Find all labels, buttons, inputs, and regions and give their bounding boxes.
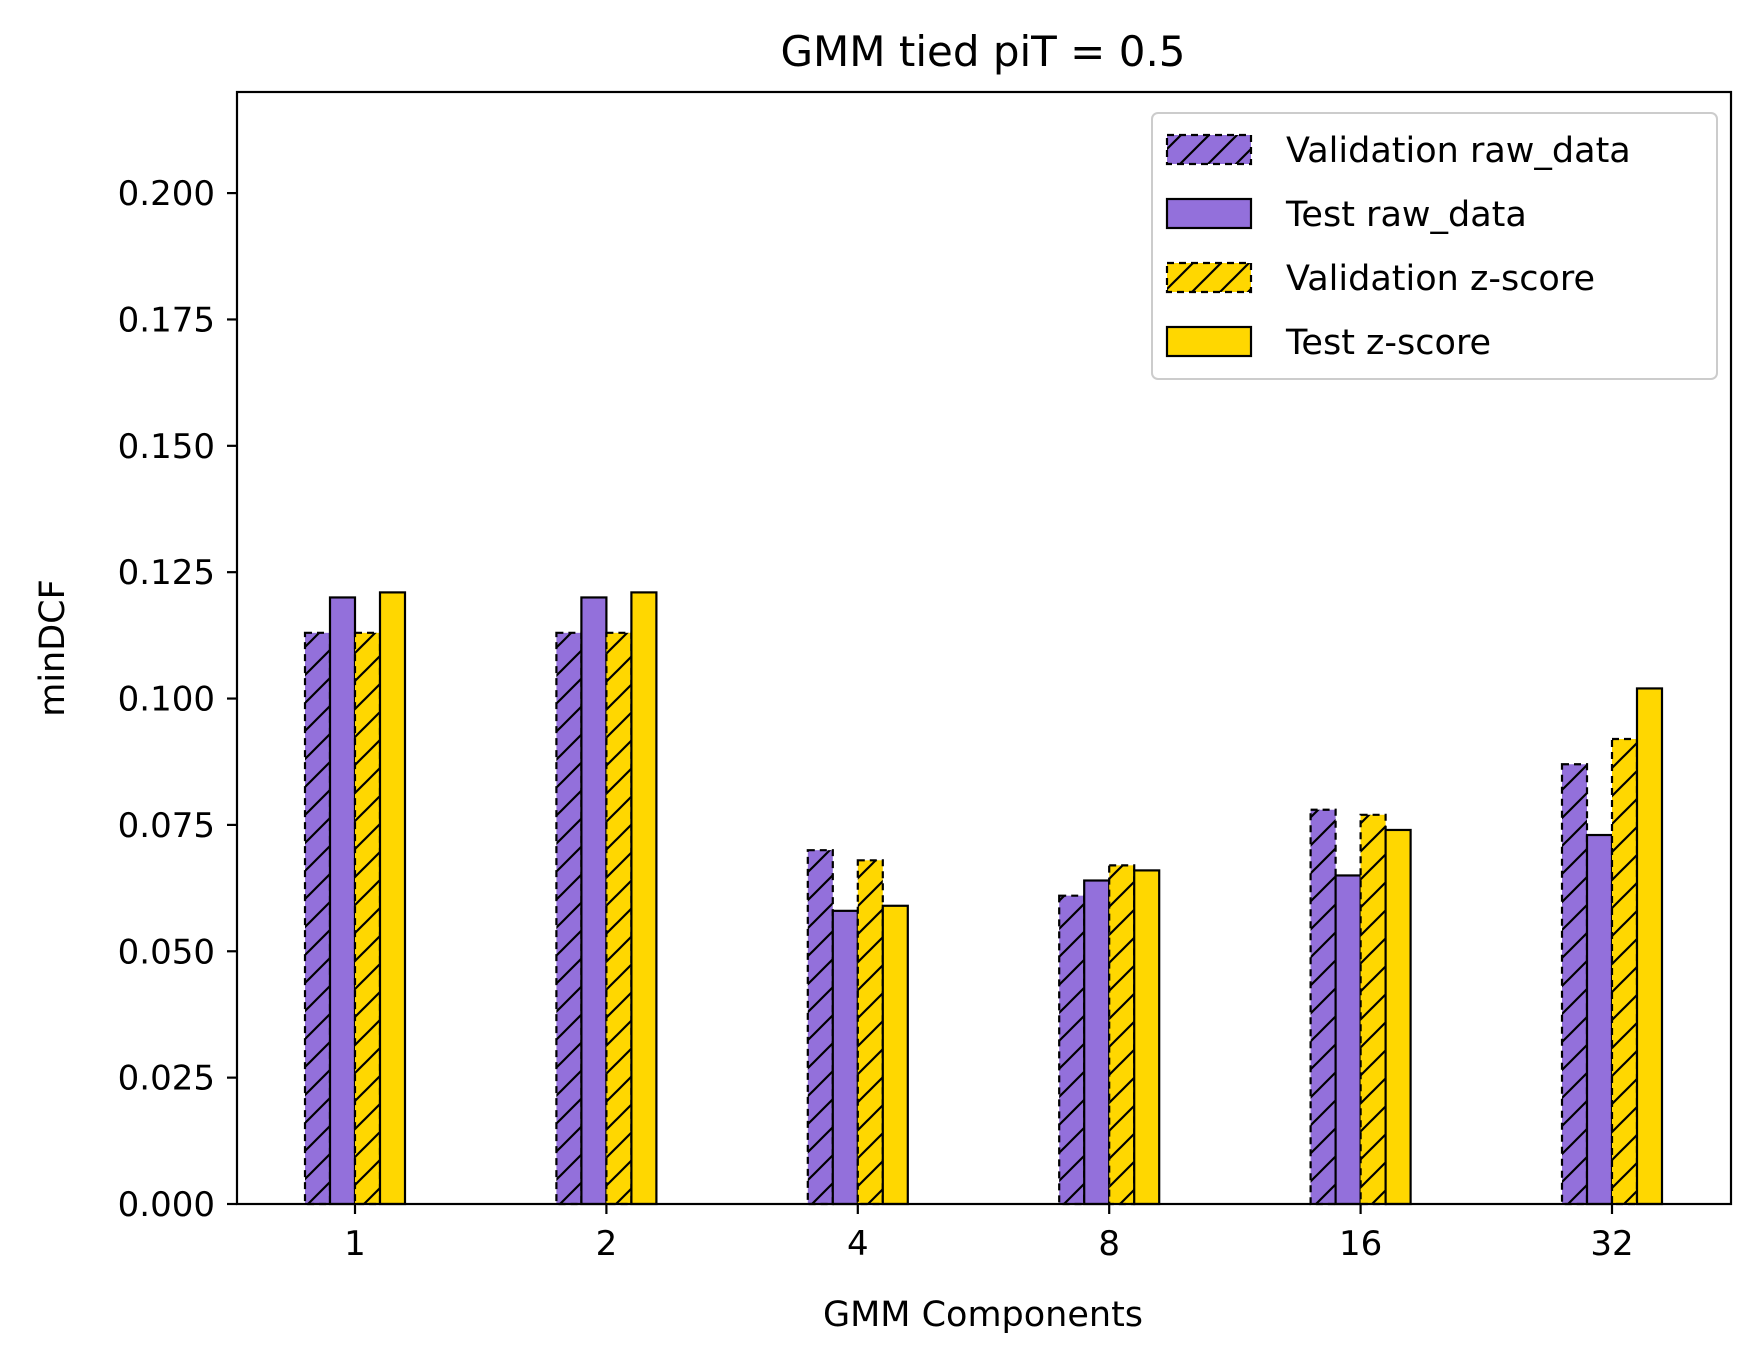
bar-test-z-score-8 <box>1134 870 1160 1204</box>
legend-swatch-1 <box>1167 199 1251 228</box>
y-axis: 0.000 0.025 0.050 0.075 0.100 0.125 0.150 0.175… <box>118 174 237 1225</box>
legend-box <box>1151 112 1718 380</box>
bar-test-z-score-16 <box>1385 829 1411 1204</box>
bar-outline-0-8 <box>1058 894 1086 1206</box>
y-tick-label: 0.200 <box>118 174 215 214</box>
bar-test-raw-data-32 <box>1587 835 1612 1204</box>
x-tick-label: 4 <box>847 1224 869 1264</box>
y-tick-label: 0.175 <box>118 300 215 340</box>
x-axis-label: GMM Components <box>823 1295 1143 1335</box>
bar-test-z-score-2 <box>631 592 657 1204</box>
legend-swatch-hatch-2 <box>1167 263 1251 292</box>
legend: Validation raw_data Test raw_data Validati… <box>1151 112 1718 380</box>
legend-swatch-hatch-0 <box>1167 135 1251 164</box>
bar-hatch-2-16 <box>1360 814 1386 1204</box>
x-axis: 1 2 4 8 16 32 <box>344 1204 1634 1264</box>
legend-swatch-3 <box>1167 327 1251 356</box>
x-tick-label: 2 <box>596 1224 618 1264</box>
y-tick-label: 0.125 <box>118 553 215 593</box>
legend-swatch-outline-3 <box>1165 325 1253 358</box>
y-tick-label: 0.100 <box>118 680 215 720</box>
bar-hatch-0-1 <box>305 632 330 1204</box>
x-tick-label: 16 <box>1339 1224 1382 1264</box>
bar-hatch-0-8 <box>1059 895 1085 1204</box>
y-tick-label: 0.025 <box>118 1059 215 1099</box>
bar-hatch-2-1 <box>355 632 380 1204</box>
bar-hatch-0-4 <box>807 850 833 1204</box>
bar-outline-0-2 <box>555 631 583 1206</box>
bar-hatch-2-32 <box>1612 738 1637 1204</box>
bar-test-raw-data-4 <box>832 910 858 1204</box>
bar-outline-2-2 <box>605 631 633 1206</box>
plot-frame <box>235 90 1733 1206</box>
y-axis-label: minDCF <box>33 579 73 717</box>
bar-outline-0-1 <box>303 631 332 1206</box>
bar-hatch-0-16 <box>1310 809 1336 1204</box>
bar-test-z-score-32 <box>1637 688 1662 1204</box>
bar-hatch-2-2 <box>606 632 632 1204</box>
legend-swatch-outline-0 <box>1165 133 1253 166</box>
bar-hatch-0-2 <box>556 632 582 1204</box>
legend-label: Validation raw_data <box>1286 131 1631 171</box>
bars-layer <box>303 591 1664 1206</box>
x-tick-label: 32 <box>1590 1224 1633 1264</box>
legend-label: Test z-score <box>1285 323 1491 363</box>
bar-hatch-2-4 <box>857 860 883 1204</box>
bar-test-raw-data-16 <box>1335 875 1361 1204</box>
chart-title: GMM tied piT = 0.5 <box>780 27 1185 76</box>
legend-swatch-outline-1 <box>1165 197 1253 230</box>
bar-outline-2-1 <box>353 631 382 1206</box>
bar-test-z-score-1 <box>380 592 405 1204</box>
legend-label: Test raw_data <box>1285 195 1527 235</box>
x-tick-label: 8 <box>1098 1224 1120 1264</box>
bar-outline-0-4 <box>806 849 834 1206</box>
y-tick-label: 0.000 <box>118 1185 215 1225</box>
bar-test-raw-data-2 <box>581 597 607 1204</box>
y-tick-label: 0.150 <box>118 427 215 467</box>
legend-swatch-outline-2 <box>1165 261 1253 294</box>
bar-hatch-2-8 <box>1109 865 1135 1204</box>
legend-label: Validation z-score <box>1286 259 1595 299</box>
x-tick-label: 1 <box>344 1224 366 1264</box>
bar-test-z-score-4 <box>882 905 908 1204</box>
bar-test-raw-data-8 <box>1084 880 1110 1204</box>
y-tick-label: 0.075 <box>118 806 215 846</box>
bar-test-raw-data-1 <box>330 597 355 1204</box>
y-tick-label: 0.050 <box>118 932 215 972</box>
bar-hatch-0-32 <box>1562 764 1587 1204</box>
